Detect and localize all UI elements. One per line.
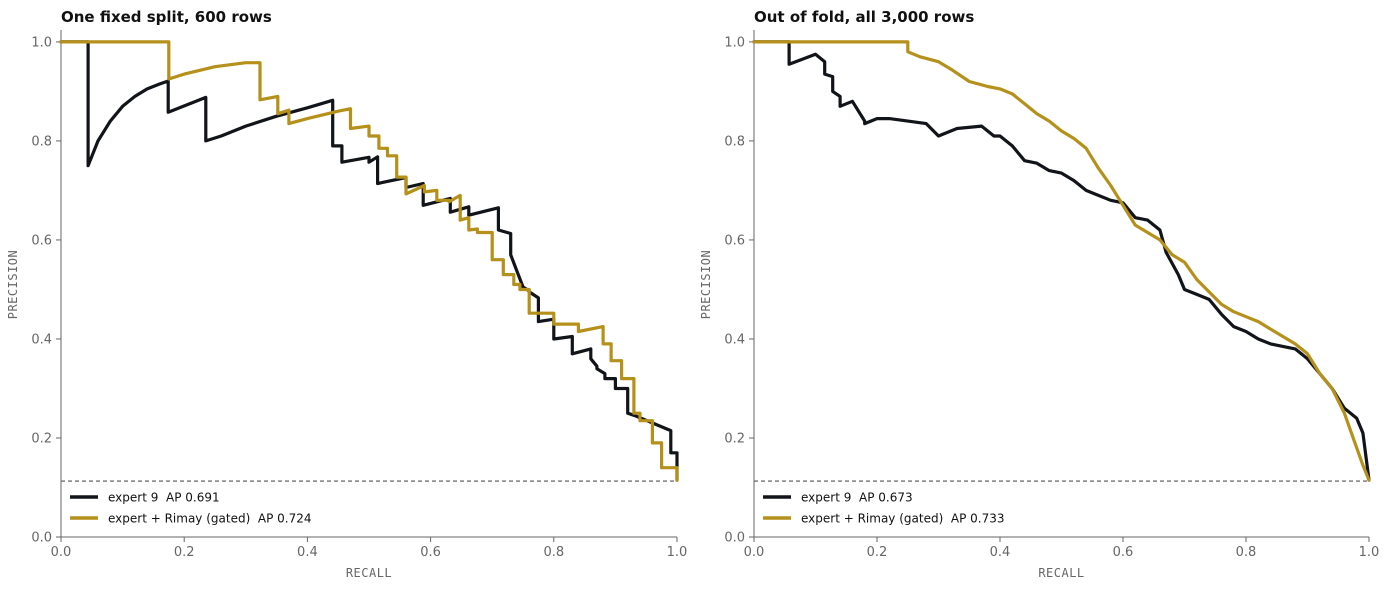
x-tick-label: 0.0 bbox=[51, 545, 72, 560]
x-tick-label: 0.6 bbox=[1113, 545, 1134, 560]
y-tick-label: 0.4 bbox=[724, 332, 745, 347]
y-tick-label: 0.6 bbox=[724, 233, 745, 248]
x-tick-label: 1.0 bbox=[1359, 545, 1380, 560]
y-tick-label: 0.6 bbox=[31, 233, 52, 248]
y-tick-label: 0.8 bbox=[31, 134, 52, 149]
y-axis-label: PRECISION bbox=[699, 250, 713, 320]
y-tick-label: 0.4 bbox=[31, 332, 52, 347]
y-tick-label: 1.0 bbox=[724, 35, 745, 50]
x-tick-label: 0.6 bbox=[420, 545, 441, 560]
x-axis-label: RECALL bbox=[346, 566, 392, 580]
x-tick-label: 0.2 bbox=[867, 545, 888, 560]
legend-label: expert 9 AP 0.673 bbox=[801, 491, 913, 505]
expert-series-line bbox=[752, 40, 1371, 482]
legend-label: expert + Rimay (gated) AP 0.733 bbox=[801, 512, 1005, 526]
x-tick-label: 0.2 bbox=[174, 545, 195, 560]
y-tick-label: 0.0 bbox=[724, 531, 745, 546]
y-axis-label: PRECISION bbox=[6, 250, 20, 320]
x-tick-label: 0.8 bbox=[1236, 545, 1257, 560]
chart-panel-left: One fixed split, 600 rows 0.0 0.2 0.4 0.6 0.… bbox=[6, 8, 688, 580]
rimay-series-line bbox=[59, 40, 679, 482]
legend-label: expert + Rimay (gated) AP 0.724 bbox=[108, 512, 312, 526]
chart-panel-right: Out of fold, all 3,000 rows 0.0 0.2 0.4 0.6… bbox=[695, 0, 1390, 590]
x-tick-label: 1.0 bbox=[667, 545, 688, 560]
x-axis-label: RECALL bbox=[1038, 566, 1084, 580]
x-tick-label: 0.4 bbox=[990, 545, 1011, 560]
y-tick-label: 0.2 bbox=[31, 431, 52, 446]
expert-series-line bbox=[59, 40, 679, 482]
y-tick-label: 0.2 bbox=[724, 431, 745, 446]
y-tick-label: 0.0 bbox=[31, 531, 52, 546]
x-tick-label: 0.4 bbox=[297, 545, 318, 560]
x-tick-label: 0.8 bbox=[543, 545, 564, 560]
x-tick-label: 0.0 bbox=[744, 545, 765, 560]
legend-label: expert 9 AP 0.691 bbox=[108, 491, 220, 505]
y-tick-label: 1.0 bbox=[31, 35, 52, 50]
rimay-series-line bbox=[752, 40, 1371, 482]
chart-plot: 0.0 0.2 0.4 0.6 0.8 1.0 0.0 0.2 0.4 0.6 0.8 1.0 RECA… bbox=[699, 30, 1380, 580]
chart-plot: 0.0 0.2 0.4 0.6 0.8 1.0 0.0 0.2 0.4 0.6 0.8 1.0 RECA… bbox=[6, 30, 688, 580]
chart-title: One fixed split, 600 rows bbox=[61, 8, 272, 26]
y-tick-label: 0.8 bbox=[724, 134, 745, 149]
chart-title: Out of fold, all 3,000 rows bbox=[754, 8, 975, 26]
